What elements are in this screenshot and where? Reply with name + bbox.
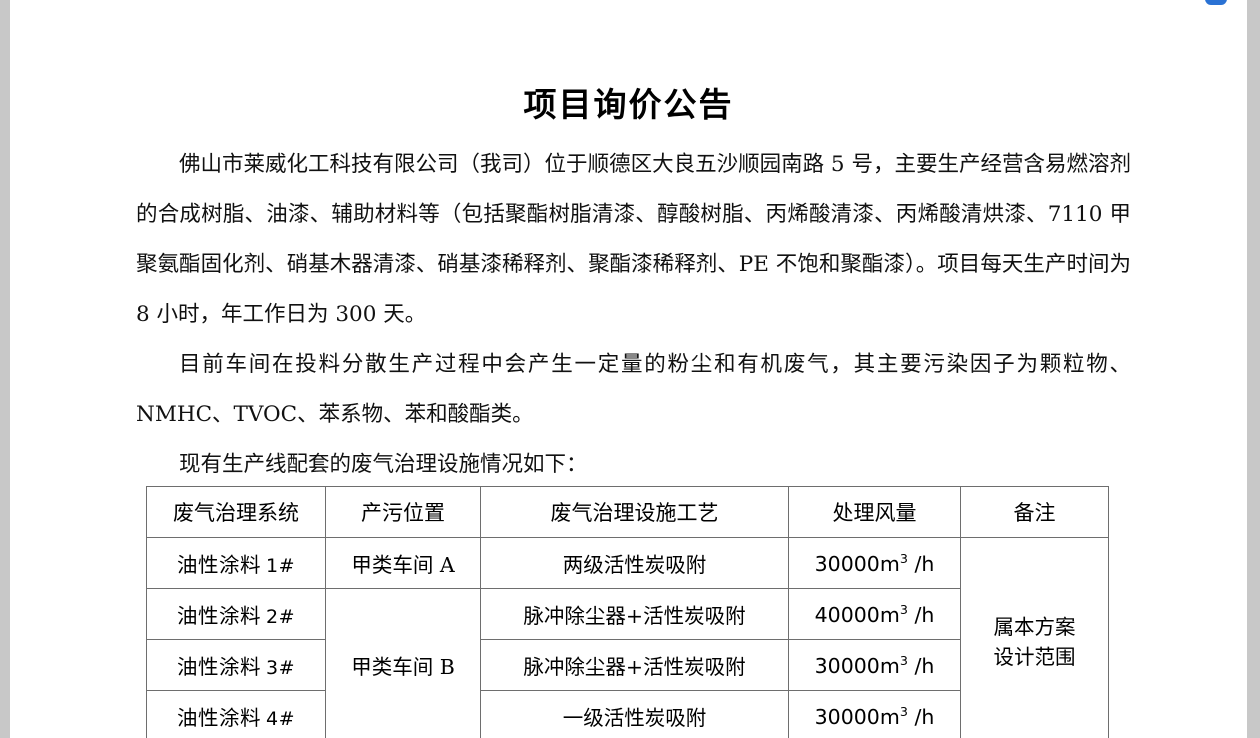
airflow-value: 30000 [814,551,880,576]
table-header-system: 废气治理系统 [146,486,326,538]
cell-system-2: 油性涂料 2# [146,588,326,640]
top-scroll-marker-icon[interactable] [1205,0,1227,5]
table-row: 油性涂料 4# 一级活性炭吸附 30000m3 /h [146,690,1109,738]
airflow-value: 40000 [814,602,880,627]
airflow-unit: m [879,653,900,678]
system-number: 3# [265,657,295,679]
airflow-exponent: 3 [899,703,908,719]
system-label: 油性涂料 [176,553,261,577]
page-title: 项目询价公告 [523,85,734,124]
table-header-remark: 备注 [960,486,1109,538]
cell-process-2: 脉冲除尘器+活性炭吸附 [480,588,789,640]
airflow-value: 30000 [814,653,880,678]
system-label: 油性涂料 [176,655,261,679]
table-row: 油性涂料 1# 甲类车间 A 两级活性炭吸附 30000m3 /h 属本方案 设计… [146,537,1109,738]
cell-process-1: 两级活性炭吸附 [480,537,789,589]
waste-gas-treatment-table: 废气治理系统 产污位置 废气治理设施工艺 处理风量 备注 油性涂料 1# 甲类车间… [146,486,1109,738]
system-label: 油性涂料 [176,706,261,730]
remark-line-2: 设计范围 [993,644,1076,669]
cell-airflow-2: 40000m3 /h [788,588,961,640]
document-page: 项目询价公告 佛山市莱威化工科技有限公司（我司）位于顺德区大良五沙顺园南路 5 … [10,0,1247,738]
airflow-exponent: 3 [899,550,908,566]
airflow-rate: /h [914,602,935,627]
cell-airflow-4: 30000m3 /h [788,690,961,738]
airflow-unit: m [879,704,900,729]
cell-system-3: 油性涂料 3# [146,639,326,691]
cell-location-1: 甲类车间 A [325,537,481,589]
cell-airflow-1: 30000m3 /h [788,537,961,589]
airflow-unit: m [879,551,900,576]
document-body: 佛山市莱威化工科技有限公司（我司）位于顺德区大良五沙顺园南路 5 号，主要生产经… [136,140,1131,490]
airflow-rate: /h [914,704,935,729]
cell-process-4: 一级活性炭吸附 [480,690,789,738]
system-number: 2# [265,606,295,628]
airflow-rate: /h [914,551,935,576]
airflow-rate: /h [914,653,935,678]
paragraph-company-intro: 佛山市莱威化工科技有限公司（我司）位于顺德区大良五沙顺园南路 5 号，主要生产经… [136,152,1138,327]
table-header-location: 产污位置 [325,486,481,538]
cell-system-1: 油性涂料 1# [146,537,326,589]
table-row: 油性涂料 3# 脉冲除尘器+活性炭吸附 30000m3 /h [146,639,1109,691]
remark-line-1: 属本方案 [993,614,1076,639]
table-row: 油性涂料 2# 甲类车间 B 脉冲除尘器+活性炭吸附 40000m3 /h [146,588,1109,738]
system-number: 1# [265,555,295,577]
airflow-exponent: 3 [899,601,908,617]
cell-process-3: 脉冲除尘器+活性炭吸附 [480,639,789,691]
cell-airflow-3: 30000m3 /h [788,639,961,691]
system-number: 4# [265,708,295,730]
system-label: 油性涂料 [176,604,261,628]
paragraph-table-lead-in: 现有生产线配套的废气治理设施情况如下： [179,452,588,477]
airflow-exponent: 3 [899,652,908,668]
table-header-row: 废气治理系统 产污位置 废气治理设施工艺 处理风量 备注 [146,486,1109,538]
table-header-airflow: 处理风量 [788,486,961,538]
paragraph-pollutants: 目前车间在投料分散生产过程中会产生一定量的粉尘和有机废气，其主要污染因子为颗粒物… [136,352,1131,427]
cell-location-merged: 甲类车间 B [325,588,481,738]
airflow-unit: m [879,602,900,627]
airflow-value: 30000 [814,704,880,729]
cell-remark-merged: 属本方案 设计范围 [960,537,1109,738]
cell-system-4: 油性涂料 4# [146,690,326,738]
table-header-process: 废气治理设施工艺 [480,486,789,538]
